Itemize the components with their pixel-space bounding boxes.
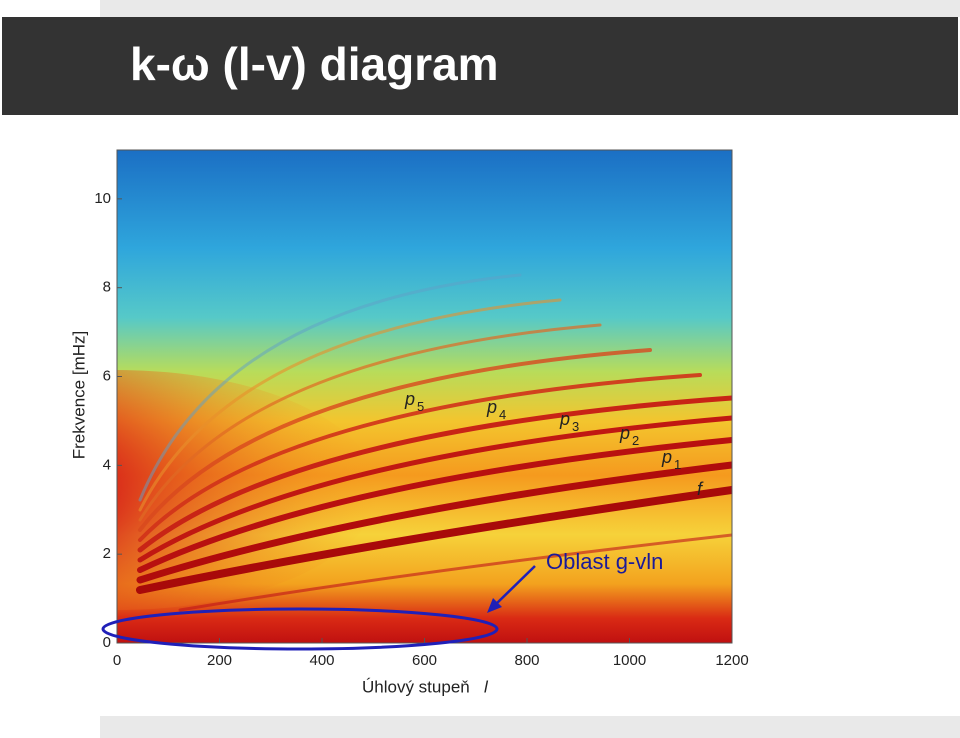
x-axis-label: Úhlový stupeň	[362, 677, 470, 696]
top-strip	[100, 0, 960, 17]
ridge-label: f	[697, 479, 704, 499]
x-axis-symbol: l	[484, 677, 489, 696]
arrow-head	[487, 598, 502, 613]
x-tick-label: 800	[514, 652, 539, 669]
ridge-label-letter: p	[559, 409, 570, 429]
y-tick-label: 0	[103, 634, 111, 651]
ridge-label-index: 1	[674, 457, 681, 472]
ridge-label-letter: p	[619, 423, 630, 443]
ridge-label-letter: p	[404, 389, 415, 409]
annotation: Oblast g-vln	[546, 549, 663, 574]
y-tick-label: 10	[94, 190, 111, 207]
ridge-label-index: 3	[572, 419, 579, 434]
ridge-label-index: 4	[499, 407, 506, 422]
spectrogram	[117, 150, 732, 643]
y-tick-label: 8	[103, 279, 111, 296]
x-tick-label: 1000	[613, 652, 646, 669]
ridge-label-letter: p	[486, 397, 497, 417]
ridge-label-letter: f	[697, 479, 704, 499]
x-tick-label: 1200	[715, 652, 748, 669]
bottom-strip	[100, 716, 960, 738]
y-tick-label: 4	[103, 456, 111, 473]
ridge-label-index: 2	[632, 433, 639, 448]
title-bar	[2, 17, 958, 115]
slide-title: k-ω (l-v) diagram	[130, 38, 499, 90]
ridge-label-letter: p	[661, 447, 672, 467]
y-axis-label: Frekvence [mHz]	[69, 331, 88, 459]
x-tick-label: 0	[113, 652, 121, 669]
x-tick-label: 400	[309, 652, 334, 669]
arrow-line	[493, 565, 536, 607]
highlight-ellipse	[101, 607, 499, 651]
y-tick-label: 2	[103, 545, 111, 562]
x-tick-label: 600	[412, 652, 437, 669]
ridge-label-index: 5	[417, 399, 424, 414]
y-tick-label: 6	[103, 367, 111, 384]
x-tick-label: 200	[207, 652, 232, 669]
